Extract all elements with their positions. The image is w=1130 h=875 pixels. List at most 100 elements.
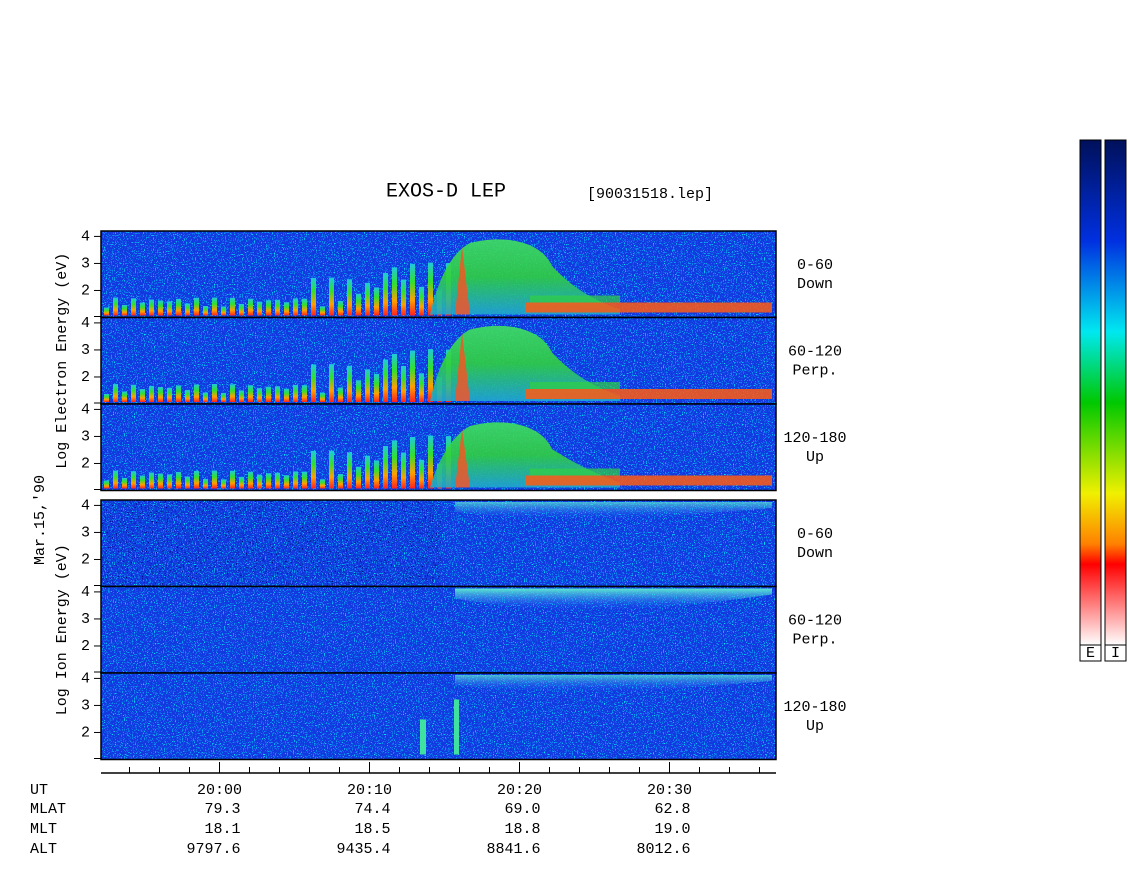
feature	[293, 384, 298, 402]
color-bar-label: I	[1111, 645, 1120, 662]
title: EXOS-D LEP	[386, 180, 506, 203]
feature	[293, 298, 298, 316]
y-tick-label: 2	[81, 551, 90, 568]
feature	[455, 502, 772, 519]
feature	[293, 471, 298, 489]
feature	[374, 287, 379, 316]
y-tick-label: 3	[81, 255, 90, 272]
feature	[374, 460, 379, 489]
feature	[113, 470, 118, 489]
feature	[284, 302, 289, 316]
feature	[530, 382, 620, 389]
y-tick-label: 2	[81, 369, 90, 386]
color-bar-label: E	[1086, 645, 1095, 662]
color-bar	[1104, 139, 1127, 646]
feature	[203, 306, 208, 316]
feature	[320, 479, 325, 489]
feature	[122, 304, 127, 316]
panel-frame	[100, 672, 777, 761]
feature	[365, 455, 370, 489]
feature	[257, 388, 262, 402]
feature	[356, 293, 361, 316]
feature	[419, 459, 424, 489]
spectrogram-panel	[101, 586, 776, 673]
feature	[365, 282, 370, 316]
feature	[302, 471, 307, 489]
feature	[329, 277, 334, 316]
feature	[113, 384, 118, 402]
row-value: 18.5	[354, 821, 390, 838]
feature	[131, 384, 136, 402]
feature	[248, 471, 253, 489]
feature	[140, 389, 145, 402]
feature	[525, 475, 772, 486]
spectrogram-panel	[101, 673, 776, 760]
noise	[101, 500, 441, 587]
feature	[392, 353, 397, 402]
feature	[410, 437, 415, 489]
feature	[338, 387, 343, 402]
panel-range: 120-180	[783, 430, 846, 447]
feature	[410, 264, 415, 316]
feature	[338, 301, 343, 316]
feature	[356, 380, 361, 402]
feature	[428, 262, 433, 316]
row-name: UT	[30, 782, 48, 799]
feature	[311, 364, 316, 402]
feature	[455, 675, 772, 692]
spectrogram-panel	[101, 404, 776, 491]
feature	[140, 302, 145, 316]
feature	[167, 301, 172, 316]
y-tick-label: 3	[81, 611, 90, 628]
feature	[194, 297, 199, 316]
feature	[329, 450, 334, 489]
feature	[266, 300, 271, 316]
spectrogram-panel	[101, 231, 776, 318]
feature	[230, 470, 235, 489]
row-value: 74.4	[354, 801, 390, 818]
feature	[455, 246, 470, 315]
row-value: 62.8	[654, 801, 690, 818]
feature	[140, 475, 145, 489]
feature	[248, 298, 253, 316]
feature	[275, 472, 280, 489]
panel-range: 120-180	[783, 699, 846, 716]
row-value: 8841.6	[486, 841, 540, 858]
feature	[455, 429, 470, 488]
panel-direction: Down	[797, 545, 833, 562]
y-tick-label: 3	[81, 342, 90, 359]
feature	[212, 384, 217, 402]
feature	[392, 267, 397, 316]
row-value: 18.1	[204, 821, 240, 838]
feature	[455, 588, 772, 610]
y-tick-label: 3	[81, 697, 90, 714]
feature	[122, 477, 127, 489]
row-value: 9797.6	[186, 841, 240, 858]
feature	[311, 277, 316, 316]
row-value: 20:30	[647, 782, 692, 799]
feature	[401, 365, 406, 402]
y-tick-label: 4	[81, 584, 90, 601]
feature	[284, 475, 289, 489]
feature	[275, 299, 280, 316]
feature	[284, 388, 289, 402]
feature	[230, 297, 235, 316]
row-value: 19.0	[654, 821, 690, 838]
feature	[401, 452, 406, 489]
color-bar-label-box	[1104, 644, 1127, 662]
feature	[275, 386, 280, 402]
feature	[131, 471, 136, 489]
feature	[347, 279, 352, 316]
feature	[239, 390, 244, 402]
feature	[158, 300, 163, 316]
y-tick-label: 2	[81, 724, 90, 741]
feature	[347, 452, 352, 489]
spectrogram-panel	[101, 500, 776, 587]
feature	[383, 273, 388, 316]
feature	[454, 699, 459, 755]
feature	[530, 295, 620, 303]
feature	[257, 301, 262, 316]
y-axis-label: Log Electron Energy (eV)	[54, 253, 71, 469]
panel-range: 60-120	[788, 343, 842, 360]
feature	[347, 365, 352, 402]
